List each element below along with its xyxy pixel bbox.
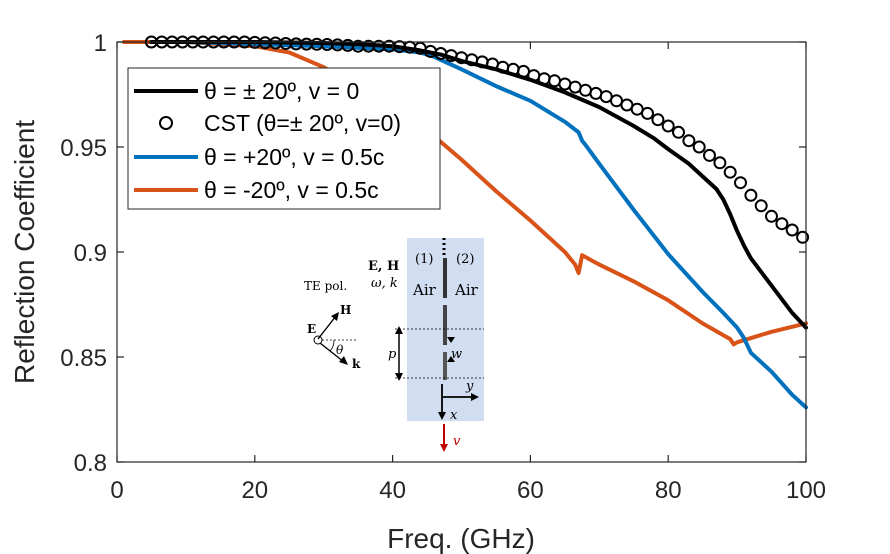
y-tick-label: 1 xyxy=(94,30,107,57)
inset-k-vector xyxy=(319,342,345,363)
cst-marker xyxy=(320,38,334,51)
cst-marker xyxy=(465,53,479,67)
cst-marker xyxy=(692,140,706,154)
x-tick-label: 0 xyxy=(110,477,123,504)
inset-v-label: v xyxy=(453,434,461,449)
cst-marker xyxy=(527,69,541,83)
inset-region1-label: (1) xyxy=(415,252,433,267)
inset-h-label: H xyxy=(340,303,351,317)
cst-marker xyxy=(506,62,520,76)
legend-entry-2: θ = +20º, v = 0.5c xyxy=(204,144,384,170)
inset-e-label: E xyxy=(307,322,316,336)
inset-x-arrowhead xyxy=(438,412,446,420)
inset-p-label: p xyxy=(388,347,397,362)
inset-h-vector xyxy=(317,315,337,340)
inset-y-label: y xyxy=(465,379,474,394)
inset-k-label: k xyxy=(352,357,361,371)
cst-marker xyxy=(579,83,592,97)
series-line-2 xyxy=(149,40,808,410)
legend-entry-1: CST (θ=± 20º, v=0) xyxy=(204,110,401,136)
inset-te-pol-label: TE pol. xyxy=(304,279,347,293)
x-tick-label: 40 xyxy=(379,477,406,504)
cst-marker xyxy=(434,47,448,60)
inset-schematic: p w y x v E, H ω, k (1) (2) Air Air TE p… xyxy=(304,238,484,452)
cst-marker xyxy=(651,113,665,127)
inset-h-arrowhead xyxy=(331,312,339,321)
ticks-layer: 0 20 40 60 80 100 0.8 0.85 0.9 0.95 1 xyxy=(60,30,826,504)
cst-marker xyxy=(289,37,303,51)
inset-w-arrow-up xyxy=(447,356,455,362)
inset-y-arrowhead xyxy=(471,393,479,401)
cst-marker xyxy=(475,55,489,69)
inset-strip-top xyxy=(443,258,447,298)
cst-marker xyxy=(723,165,737,179)
cst-marker xyxy=(785,223,799,237)
inset-strip-bot xyxy=(443,352,447,380)
cst-marker xyxy=(403,40,417,54)
inset-w-arrow-down xyxy=(447,337,455,343)
legend-entry-3: θ = -20º, v = 0.5c xyxy=(204,177,379,203)
cst-marker xyxy=(796,230,810,244)
cst-marker xyxy=(444,49,458,63)
x-tick-label: 100 xyxy=(786,477,826,504)
cst-marker xyxy=(682,134,696,148)
y-tick-label: 0.85 xyxy=(60,345,107,372)
legend-entry-0: θ = ± 20º, v = 0 xyxy=(204,78,359,104)
cst-marker xyxy=(641,106,654,120)
inset-x-label: x xyxy=(450,408,458,423)
inset-omega-k-label: ω, k xyxy=(371,276,398,291)
inset-v-arrowhead xyxy=(440,444,448,452)
inset-theta-arc xyxy=(329,339,335,352)
inset-p-arrowhead-up xyxy=(395,326,403,334)
inset-fields-label: E, H xyxy=(368,259,399,274)
legend-marker-circle xyxy=(159,116,173,130)
series-line-3 xyxy=(121,40,808,347)
inset-air2-label: Air xyxy=(454,281,479,299)
inset-p-arrowhead-down xyxy=(395,373,403,381)
inset-strip-mid xyxy=(443,305,447,345)
legend: θ = ± 20º, v = 0 CST (θ=± 20º, v=0) θ = … xyxy=(127,67,441,210)
cst-marker xyxy=(775,217,789,231)
cst-marker xyxy=(548,74,561,88)
cst-marker xyxy=(661,119,675,133)
cst-marker xyxy=(537,72,551,86)
y-axis-label: Reflection Coefficient xyxy=(9,120,40,384)
cst-marker xyxy=(496,60,510,74)
x-tick-label: 60 xyxy=(517,477,544,504)
cst-marker xyxy=(672,125,685,139)
cst-marker xyxy=(734,176,747,190)
cst-marker xyxy=(258,36,272,50)
x-axis-label: Freq. (GHz) xyxy=(387,523,535,554)
cst-marker xyxy=(754,199,768,213)
inset-air1-label: Air xyxy=(412,281,437,299)
x-tick-label: 20 xyxy=(241,477,268,504)
cst-marker xyxy=(455,51,468,65)
x-tick-label: 80 xyxy=(655,477,682,504)
inset-w-label: w xyxy=(451,347,462,362)
cst-marker xyxy=(765,209,778,223)
cst-marker xyxy=(744,188,758,202)
inset-k-arrowhead xyxy=(339,356,348,365)
series-line-0 xyxy=(149,40,808,330)
y-tick-label: 0.95 xyxy=(60,135,107,162)
y-tick-label: 0.8 xyxy=(74,450,107,477)
cst-marker xyxy=(610,94,623,108)
inset-region2-label: (2) xyxy=(456,252,474,267)
cst-marker xyxy=(703,148,716,162)
inset-theta-label: θ xyxy=(336,343,344,357)
cst-marker xyxy=(713,156,727,170)
y-tick-label: 0.9 xyxy=(74,240,107,267)
cst-marker xyxy=(424,44,437,58)
